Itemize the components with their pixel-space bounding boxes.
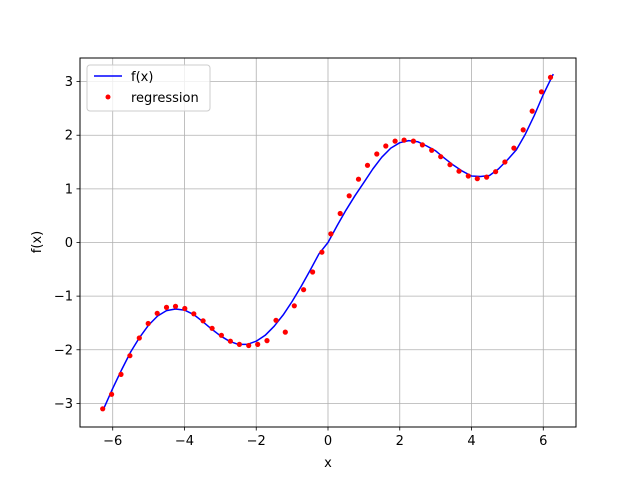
- regression-point: [136, 335, 142, 341]
- regression-point: [218, 332, 224, 338]
- regression-point: [547, 74, 554, 80]
- x-tick-label: −6: [103, 434, 122, 449]
- regression-point: [154, 310, 160, 316]
- regression-point: [291, 303, 297, 309]
- plot-series: [100, 73, 554, 412]
- y-axis-ticks: −3 −2 −1 0 1 2 3: [54, 75, 80, 412]
- regression-point: [172, 303, 179, 309]
- regression-point: [301, 287, 307, 293]
- regression-point: [456, 168, 462, 174]
- regression-point: [337, 210, 343, 217]
- x-tick-label: 6: [539, 434, 547, 449]
- x-tick-label: 4: [467, 434, 475, 449]
- regression-point: [493, 169, 499, 175]
- regression-point: [145, 320, 151, 327]
- regression-point: [474, 176, 480, 182]
- regression-point: [419, 142, 425, 148]
- regression-point: [127, 353, 133, 359]
- legend-label-scatter: regression: [131, 91, 199, 106]
- regression-point: [118, 371, 124, 377]
- x-tick-label: −2: [247, 434, 266, 449]
- regression-point: [182, 305, 188, 312]
- regression-point: [310, 269, 316, 275]
- regression-point: [465, 173, 471, 179]
- regression-point: [346, 193, 352, 199]
- y-axis-label: f(x): [30, 231, 45, 253]
- x-axis-label: x: [324, 456, 332, 471]
- y-tick-label: 2: [65, 129, 73, 144]
- regression-point: [429, 147, 435, 153]
- y-tick-label: 1: [65, 182, 73, 197]
- y-tick-label: −3: [54, 397, 73, 412]
- regression-point: [484, 174, 490, 180]
- regression-point: [511, 145, 517, 151]
- y-tick-label: 0: [65, 236, 73, 251]
- regression-point: [264, 338, 270, 344]
- regression-point: [392, 138, 398, 144]
- regression-point: [282, 329, 288, 335]
- regression-point: [355, 176, 362, 182]
- regression-point: [191, 311, 197, 317]
- regression-point: [520, 127, 526, 133]
- regression-point: [109, 391, 115, 397]
- regression-point: [438, 154, 444, 160]
- regression-point: [447, 162, 453, 168]
- y-tick-label: −2: [54, 343, 73, 358]
- y-tick-label: 3: [65, 75, 73, 90]
- regression-point: [529, 108, 535, 114]
- regression-point: [374, 151, 380, 157]
- x-tick-label: −4: [175, 434, 194, 449]
- regression-point: [236, 341, 242, 347]
- x-tick-label: 0: [324, 434, 332, 449]
- regression-point: [364, 162, 371, 168]
- regression-point: [538, 89, 545, 95]
- regression-point: [401, 137, 407, 143]
- legend-label-line: f(x): [131, 70, 153, 85]
- x-tick-label: 2: [396, 434, 404, 449]
- regression-point: [100, 406, 106, 412]
- y-tick-label: −1: [54, 290, 73, 305]
- regression-point: [200, 318, 206, 324]
- regression-point: [255, 341, 261, 347]
- regression-point: [383, 143, 389, 149]
- regression-point: [163, 304, 170, 310]
- regression-point: [328, 231, 334, 237]
- regression-point: [502, 159, 508, 165]
- regression-point: [246, 342, 252, 349]
- regression-point: [209, 325, 215, 331]
- regression-point: [410, 138, 416, 144]
- regression-point: [319, 249, 325, 255]
- legend-swatch-scatter: [105, 94, 111, 100]
- legend: f(x) regression: [86, 64, 211, 112]
- regression-point: [227, 338, 233, 344]
- x-axis-ticks: −6 −4 −2 0 2 4 6: [103, 427, 547, 449]
- regression-point: [273, 317, 279, 323]
